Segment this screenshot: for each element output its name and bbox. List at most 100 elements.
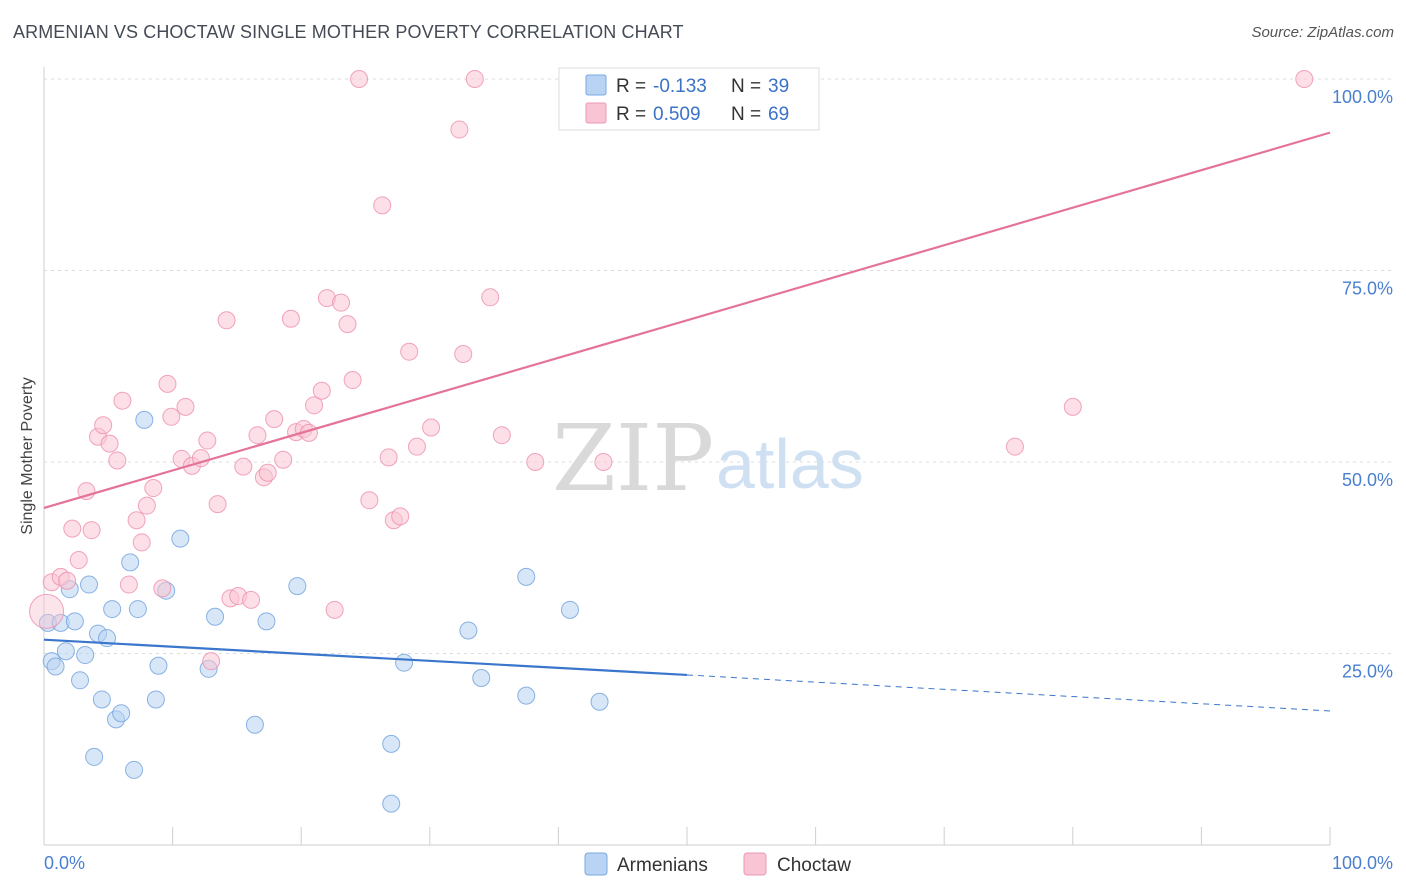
legend-r-label-choctaw: R = <box>616 104 646 125</box>
legend-n-label-armenians: N = <box>731 76 761 97</box>
point-choctaw <box>407 437 426 456</box>
series-legend-swatch-choctaw <box>743 852 767 876</box>
point-choctaw <box>338 315 357 334</box>
point-choctaw <box>422 418 441 437</box>
legend-n-label-choctaw: N = <box>731 104 761 125</box>
point-choctaw <box>400 342 419 361</box>
point-armenians <box>517 567 536 586</box>
point-choctaw <box>305 396 324 415</box>
point-armenians <box>171 529 190 548</box>
point-choctaw <box>208 495 227 514</box>
watermark: ZIP atlas <box>552 405 864 512</box>
point-armenians <box>135 410 154 429</box>
point-armenians <box>472 669 491 688</box>
series-legend-label-armenians: Armenians <box>617 855 708 876</box>
point-choctaw <box>119 575 138 594</box>
point-choctaw <box>281 309 300 328</box>
point-choctaw <box>176 397 195 416</box>
legend-r-label-armenians: R = <box>616 76 646 97</box>
y-tick-label-50: 50.0% <box>1342 470 1393 490</box>
x-tick-label-min: 0.0% <box>44 853 85 873</box>
point-armenians <box>46 657 65 676</box>
stats-legend: R = -0.133 N = 39 R = 0.509 N = 69 <box>558 67 820 131</box>
x-tick-label-max: 100.0% <box>1332 853 1393 873</box>
point-choctaw <box>492 426 511 445</box>
grid-lines <box>44 78 1393 654</box>
point-armenians <box>395 653 414 672</box>
point-choctaw <box>162 407 181 426</box>
point-choctaw <box>132 533 151 552</box>
point-choctaw <box>1295 70 1314 88</box>
point-armenians <box>71 671 90 690</box>
point-choctaw <box>325 600 344 619</box>
point-choctaw <box>481 288 500 307</box>
legend-r-value-choctaw: 0.509 <box>653 104 701 125</box>
point-choctaw <box>82 521 101 540</box>
point-choctaw <box>312 381 331 400</box>
point-armenians <box>245 715 264 734</box>
point-choctaw <box>265 410 284 429</box>
legend-n-value-choctaw: 69 <box>768 104 789 125</box>
point-choctaw <box>100 434 119 453</box>
point-choctaw <box>1063 397 1082 416</box>
point-armenians <box>149 656 168 675</box>
point-armenians <box>76 646 95 665</box>
trend-line-choctaw <box>43 131 1331 510</box>
series-legend-label-choctaw: Choctaw <box>777 855 851 876</box>
point-armenians <box>80 575 99 594</box>
point-armenians <box>206 607 225 626</box>
point-choctaw <box>29 593 65 629</box>
legend-n-value-armenians: 39 <box>768 76 789 97</box>
point-armenians <box>288 577 307 596</box>
point-choctaw <box>465 70 484 88</box>
point-choctaw <box>1005 437 1024 456</box>
point-armenians <box>590 692 609 711</box>
y-tick-label-25: 25.0% <box>1342 662 1393 682</box>
axes <box>43 67 1331 846</box>
point-choctaw <box>258 463 277 482</box>
point-choctaw <box>450 120 469 139</box>
trend-line-armenians <box>43 638 688 677</box>
point-choctaw <box>153 579 172 598</box>
point-armenians <box>128 600 147 619</box>
point-choctaw <box>234 457 253 476</box>
point-armenians <box>112 704 131 723</box>
point-armenians <box>56 642 75 661</box>
data-points <box>29 70 1314 813</box>
point-armenians <box>517 686 536 705</box>
point-choctaw <box>69 551 88 570</box>
point-choctaw <box>454 344 473 363</box>
watermark-atlas: atlas <box>716 425 864 503</box>
legend-r-value-armenians: -0.133 <box>653 76 707 97</box>
point-choctaw <box>526 453 545 471</box>
point-choctaw <box>274 450 293 469</box>
point-choctaw <box>373 196 392 215</box>
point-armenians <box>382 794 401 813</box>
series-legend-swatch-armenians <box>584 852 608 876</box>
point-choctaw <box>360 491 379 510</box>
point-armenians <box>103 600 122 619</box>
point-choctaw <box>127 511 146 530</box>
point-armenians <box>146 690 165 709</box>
point-armenians <box>257 612 276 631</box>
point-choctaw <box>94 416 113 435</box>
point-choctaw <box>108 451 127 470</box>
point-choctaw <box>594 453 613 471</box>
point-choctaw <box>158 374 177 393</box>
y-tick-labels: 25.0% 50.0% 75.0% 100.0% <box>1332 87 1393 682</box>
point-armenians <box>560 600 579 619</box>
legend-swatch-choctaw <box>585 102 607 124</box>
x-tick-labels: 0.0% 100.0% <box>44 853 1393 873</box>
point-choctaw <box>113 391 132 410</box>
point-choctaw <box>379 448 398 467</box>
point-armenians <box>382 734 401 753</box>
point-choctaw <box>137 496 156 515</box>
point-choctaw <box>202 652 221 671</box>
point-choctaw <box>332 293 351 312</box>
series-legend: Armenians Choctaw <box>584 852 851 876</box>
point-choctaw <box>217 311 236 330</box>
trend-lines <box>43 131 1331 712</box>
point-armenians <box>121 553 140 572</box>
y-tick-label-100: 100.0% <box>1332 87 1393 107</box>
